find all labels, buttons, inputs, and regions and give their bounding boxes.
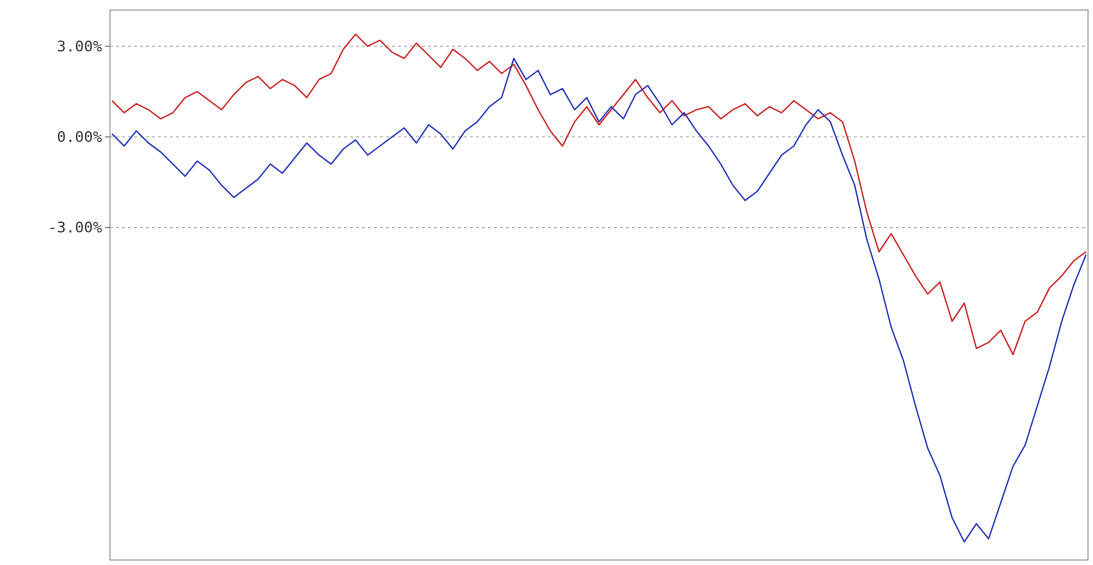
y-tick-label: 3.00% — [57, 37, 102, 55]
series-line-2 — [111, 57, 1087, 543]
plot-background — [109, 9, 1089, 561]
series-lines — [111, 33, 1087, 543]
series-line-1 — [111, 33, 1087, 356]
gridlines — [110, 45, 1088, 229]
y-tick-label: 0.00% — [57, 128, 102, 146]
y-tick-label: -3.00% — [48, 219, 102, 237]
y-axis: 3.00% 0.00% -3.00% — [48, 37, 110, 237]
